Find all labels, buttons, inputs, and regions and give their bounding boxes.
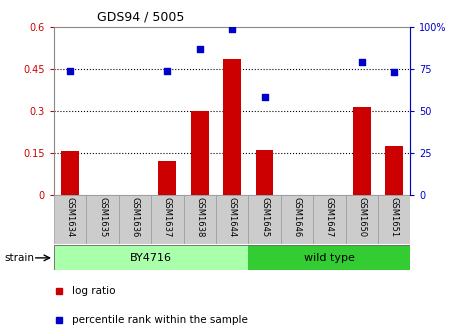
Bar [281, 195, 313, 244]
Point [228, 26, 236, 31]
Bar [216, 195, 249, 244]
Text: GSM1650: GSM1650 [357, 197, 366, 238]
Bar [54, 195, 86, 244]
Point [261, 95, 268, 100]
Text: GSM1646: GSM1646 [293, 197, 302, 238]
Text: BY4716: BY4716 [130, 253, 172, 263]
Point [196, 46, 204, 51]
Bar [54, 245, 249, 270]
Text: log ratio: log ratio [72, 286, 115, 296]
Bar [119, 195, 151, 244]
Bar [313, 195, 346, 244]
Bar [223, 59, 241, 195]
Point [164, 68, 171, 73]
Text: GSM1635: GSM1635 [98, 197, 107, 238]
Bar [61, 152, 79, 195]
Text: wild type: wild type [304, 253, 355, 263]
Text: GSM1634: GSM1634 [66, 197, 75, 238]
Text: strain: strain [5, 253, 35, 263]
Bar [191, 111, 209, 195]
Bar [151, 195, 183, 244]
Point [67, 68, 74, 73]
Bar [385, 146, 403, 195]
Bar [249, 245, 410, 270]
Text: GSM1651: GSM1651 [390, 197, 399, 238]
Bar [378, 195, 410, 244]
Text: percentile rank within the sample: percentile rank within the sample [72, 315, 248, 325]
Text: GSM1644: GSM1644 [227, 197, 237, 238]
Bar [86, 195, 119, 244]
Text: GSM1647: GSM1647 [325, 197, 334, 238]
Text: GSM1645: GSM1645 [260, 197, 269, 238]
Bar [249, 195, 281, 244]
Bar [346, 195, 378, 244]
Bar [353, 107, 371, 195]
Text: GSM1638: GSM1638 [195, 197, 204, 238]
Text: GSM1637: GSM1637 [163, 197, 172, 238]
Point [358, 59, 365, 65]
Text: GSM1636: GSM1636 [130, 197, 139, 238]
Text: GDS94 / 5005: GDS94 / 5005 [97, 10, 184, 23]
Bar [183, 195, 216, 244]
Point [390, 70, 398, 75]
Bar [256, 150, 273, 195]
Bar [159, 161, 176, 195]
